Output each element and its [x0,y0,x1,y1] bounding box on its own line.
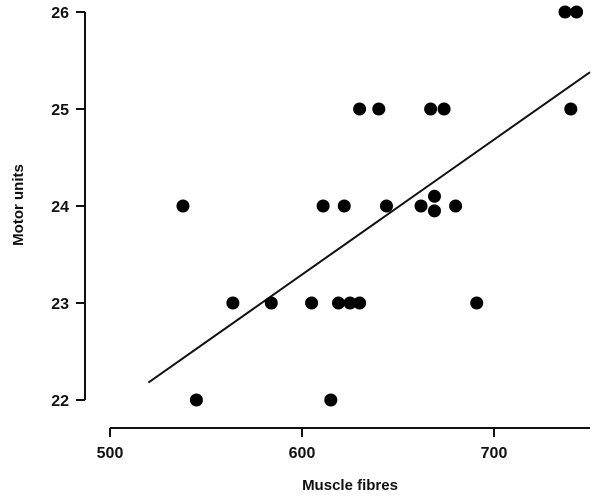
data-point [414,199,428,213]
x-ticks: 500 600 700 [97,428,508,462]
data-point [331,296,345,310]
y-tick-label: 23 [51,296,69,313]
data-point [558,5,572,19]
data-points [176,5,584,407]
data-point [176,199,190,213]
data-point [427,204,441,218]
y-tick-label: 24 [51,199,69,216]
data-point [226,296,240,310]
y-axis-label: Motor units [10,164,27,246]
data-point [564,102,578,116]
x-tick-label: 500 [97,445,124,462]
x-axis-label: Muscle fibres [302,477,398,494]
data-point [437,102,451,116]
data-point [427,189,441,203]
data-point [449,199,463,213]
data-point [372,102,386,116]
y-tick-label: 25 [51,102,69,119]
data-point [337,199,351,213]
data-point [379,199,393,213]
axes [84,12,590,429]
data-point [424,102,438,116]
data-point [570,5,584,19]
data-point [316,199,330,213]
data-point [353,296,367,310]
data-point [305,296,319,310]
x-tick-label: 600 [289,445,316,462]
data-point [470,296,484,310]
regression-line [147,71,591,384]
y-ticks: 22 23 24 25 26 [51,5,85,410]
data-point [264,296,278,310]
data-point [324,393,338,407]
data-point [353,102,367,116]
y-tick-label: 26 [51,5,69,22]
data-point [189,393,203,407]
data-point [343,296,357,310]
y-tick-label: 22 [51,393,69,410]
x-tick-label: 700 [481,445,508,462]
